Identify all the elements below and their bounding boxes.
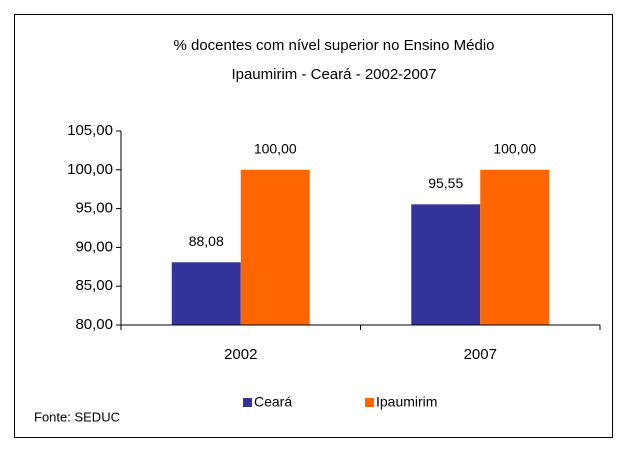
y-tick-label: 105,00 <box>67 122 113 139</box>
source-note: Fonte: SEDUC <box>34 409 120 424</box>
y-tick-label: 90,00 <box>75 238 113 255</box>
data-label: 100,00 <box>493 141 536 157</box>
legend-swatch <box>243 398 252 407</box>
bar <box>411 204 481 325</box>
y-tick-label: 100,00 <box>67 161 113 178</box>
y-tick-label: 80,00 <box>75 316 113 333</box>
bar <box>240 169 310 325</box>
x-tick-label: 2002 <box>224 346 257 363</box>
data-label: 100,00 <box>254 141 297 157</box>
y-tick-label: 85,00 <box>75 277 113 294</box>
legend-swatch <box>365 398 374 407</box>
data-label: 88,08 <box>189 233 224 249</box>
bar <box>480 169 550 325</box>
data-label: 95,55 <box>428 175 463 191</box>
chart-title: % docentes com nível superior no Ensino … <box>173 37 494 54</box>
x-tick-label: 2007 <box>464 346 497 363</box>
bar <box>171 262 241 325</box>
chart-subtitle: Ipaumirim - Ceará - 2002-2007 <box>231 66 436 83</box>
y-tick-label: 95,00 <box>75 200 113 217</box>
legend-label: Ipaumirim <box>376 394 437 410</box>
legend-label: Ceará <box>254 394 292 410</box>
